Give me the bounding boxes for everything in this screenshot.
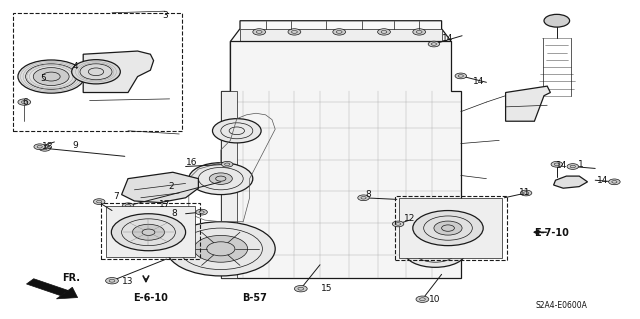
Circle shape xyxy=(520,190,532,196)
Circle shape xyxy=(221,161,233,167)
Circle shape xyxy=(392,221,404,227)
Circle shape xyxy=(189,163,253,195)
Polygon shape xyxy=(106,206,195,257)
Circle shape xyxy=(294,286,307,292)
Text: FR.: FR. xyxy=(62,273,80,283)
Polygon shape xyxy=(240,29,442,41)
Text: 14: 14 xyxy=(442,34,454,43)
Polygon shape xyxy=(399,198,502,258)
Circle shape xyxy=(416,296,429,302)
Text: 2: 2 xyxy=(169,182,174,191)
Circle shape xyxy=(72,60,120,84)
Text: 14: 14 xyxy=(597,176,609,185)
Text: 15: 15 xyxy=(321,284,332,293)
Polygon shape xyxy=(506,86,550,121)
Circle shape xyxy=(551,161,563,167)
Polygon shape xyxy=(122,172,198,203)
Circle shape xyxy=(288,29,301,35)
Polygon shape xyxy=(26,279,68,296)
Circle shape xyxy=(567,164,579,169)
Text: 8: 8 xyxy=(172,209,177,218)
Text: 5: 5 xyxy=(41,74,46,83)
Text: 9: 9 xyxy=(73,141,78,150)
Circle shape xyxy=(93,199,105,204)
Polygon shape xyxy=(554,176,588,188)
Circle shape xyxy=(253,29,266,35)
Circle shape xyxy=(106,278,118,284)
Circle shape xyxy=(196,209,207,215)
Circle shape xyxy=(18,60,84,93)
Text: 13: 13 xyxy=(122,277,134,286)
Text: E-6-10: E-6-10 xyxy=(133,293,168,303)
Text: B-57: B-57 xyxy=(243,293,267,303)
Text: S2A4-E0600A: S2A4-E0600A xyxy=(536,301,588,310)
Bar xyxy=(101,203,200,259)
Circle shape xyxy=(166,222,275,276)
Text: 12: 12 xyxy=(404,214,415,223)
Circle shape xyxy=(18,99,31,105)
Text: 3: 3 xyxy=(163,11,168,20)
Text: 11: 11 xyxy=(519,189,531,197)
Circle shape xyxy=(39,145,51,151)
Text: 14: 14 xyxy=(556,161,568,170)
Circle shape xyxy=(434,221,462,235)
Circle shape xyxy=(378,29,390,35)
Circle shape xyxy=(194,235,248,262)
Text: 17: 17 xyxy=(159,200,171,209)
Polygon shape xyxy=(56,287,77,299)
Bar xyxy=(395,196,507,260)
Circle shape xyxy=(34,144,45,150)
Circle shape xyxy=(209,173,232,184)
Text: 1: 1 xyxy=(579,160,584,169)
Circle shape xyxy=(428,41,440,47)
Text: 4: 4 xyxy=(73,63,78,71)
Circle shape xyxy=(358,195,369,201)
Text: 7: 7 xyxy=(114,192,119,201)
Circle shape xyxy=(609,179,620,185)
Circle shape xyxy=(33,68,69,85)
Circle shape xyxy=(404,237,466,267)
Text: 16: 16 xyxy=(186,158,198,167)
Text: 8: 8 xyxy=(365,190,371,199)
Text: 10: 10 xyxy=(429,295,441,304)
Circle shape xyxy=(132,224,164,240)
Text: 14: 14 xyxy=(473,77,484,86)
Circle shape xyxy=(212,119,261,143)
Polygon shape xyxy=(83,51,154,93)
Circle shape xyxy=(455,73,467,79)
Text: E-7-10: E-7-10 xyxy=(534,228,569,238)
Circle shape xyxy=(122,203,134,209)
Polygon shape xyxy=(221,91,237,278)
Polygon shape xyxy=(221,41,461,278)
Polygon shape xyxy=(230,21,451,91)
Circle shape xyxy=(111,214,186,251)
Circle shape xyxy=(544,14,570,27)
Circle shape xyxy=(413,29,426,35)
Bar xyxy=(13,13,182,131)
Circle shape xyxy=(413,211,483,246)
Circle shape xyxy=(426,247,445,257)
Circle shape xyxy=(333,29,346,35)
Text: 6: 6 xyxy=(23,98,28,107)
Text: 18: 18 xyxy=(42,142,53,151)
